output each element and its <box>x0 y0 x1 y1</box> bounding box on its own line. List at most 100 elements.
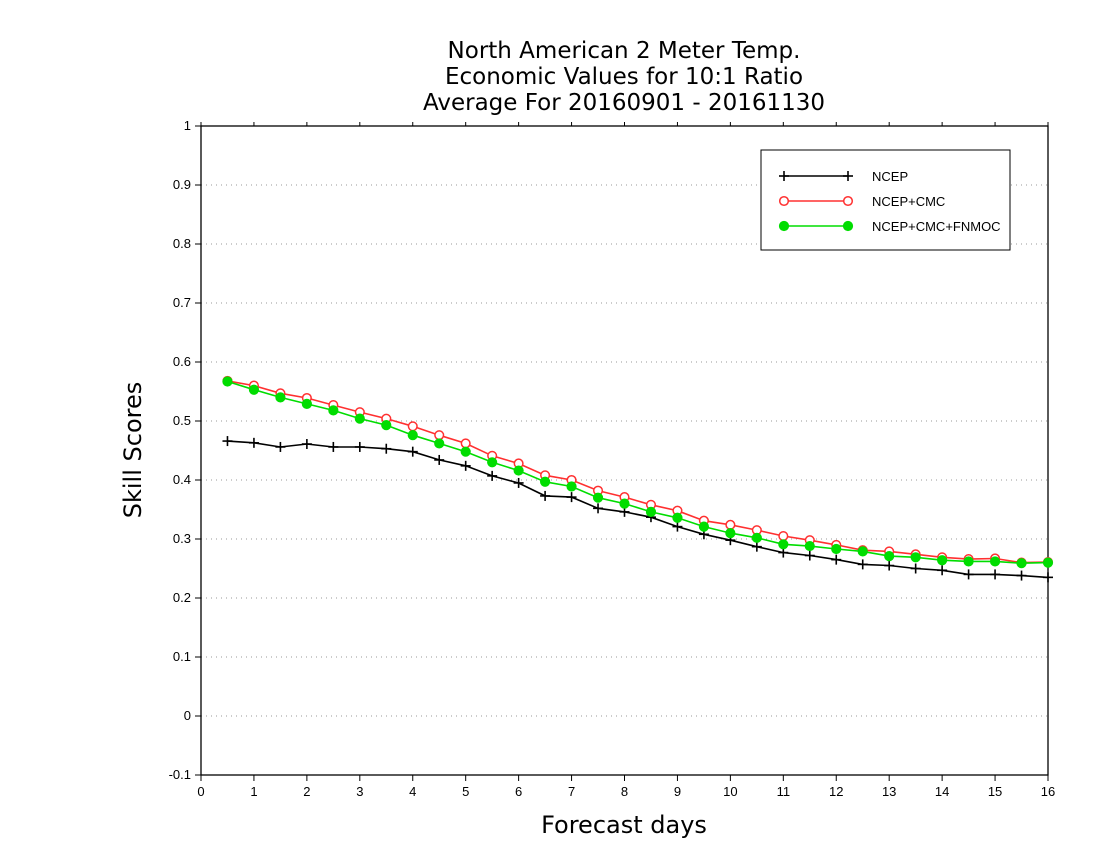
data-point <box>222 436 233 447</box>
data-point <box>354 413 365 424</box>
x-tick-label: 0 <box>197 784 204 799</box>
data-point <box>831 554 842 565</box>
data-point <box>566 481 577 492</box>
data-point <box>1016 558 1027 569</box>
y-tick-label: 0.4 <box>173 472 191 487</box>
x-tick-label: 1 <box>250 784 257 799</box>
series-ncep <box>222 436 1053 583</box>
y-tick-label: 0.1 <box>173 649 191 664</box>
x-tick-label: 3 <box>356 784 363 799</box>
data-point <box>275 392 286 403</box>
data-point <box>910 552 921 563</box>
x-tick-label: 13 <box>882 784 896 799</box>
data-point <box>487 457 498 468</box>
chart-title-line-2: Economic Values for 10:1 Ratio <box>445 64 803 90</box>
data-point <box>725 519 736 530</box>
data-point <box>672 512 683 523</box>
data-point <box>434 430 445 441</box>
x-tick-label: 6 <box>515 784 522 799</box>
x-tick-label: 4 <box>409 784 416 799</box>
data-point <box>301 398 312 409</box>
x-tick-label: 7 <box>568 784 575 799</box>
data-point <box>989 556 1001 567</box>
legend-entry: NCEP+CMC+FNMOC <box>778 219 1001 234</box>
data-point <box>328 405 339 416</box>
x-tick-label: 5 <box>462 784 469 799</box>
data-point <box>566 492 577 503</box>
data-point <box>1016 570 1027 581</box>
x-tick-label: 10 <box>723 784 737 799</box>
data-point <box>434 438 445 449</box>
data-point <box>460 460 471 471</box>
x-tick-label: 9 <box>674 784 681 799</box>
data-point <box>778 531 789 542</box>
data-point <box>963 569 974 580</box>
data-point <box>460 446 471 457</box>
series-ncep-cmc <box>222 375 1054 568</box>
x-tick-label: 11 <box>777 784 791 799</box>
data-point <box>539 476 551 487</box>
y-tick-label: 0.7 <box>173 295 191 310</box>
series-line <box>227 440 1049 579</box>
data-point <box>1043 572 1053 583</box>
data-point <box>672 521 683 532</box>
data-point <box>857 559 868 570</box>
y-tick-label: 0.2 <box>173 590 191 605</box>
data-point <box>275 441 286 452</box>
series-ncep-cmc-fnmoc <box>222 376 1054 569</box>
x-tick-label: 2 <box>303 784 310 799</box>
x-tick-label: 16 <box>1041 784 1055 799</box>
legend-box <box>760 149 1011 251</box>
data-point <box>301 439 312 450</box>
y-tick-label: 1 <box>184 118 191 133</box>
data-point <box>963 556 974 567</box>
data-point <box>937 555 948 566</box>
chart-title-line-1: North American 2 Meter Temp. <box>448 38 801 64</box>
x-tick-label: 15 <box>988 784 1002 799</box>
x-tick-label: 8 <box>621 784 628 799</box>
data-point <box>222 376 233 387</box>
data-point <box>328 441 339 452</box>
y-tick-label: 0.8 <box>173 236 191 251</box>
legend-marker <box>779 171 789 181</box>
y-tick-label: 0 <box>184 708 191 723</box>
data-point <box>698 521 710 532</box>
data-point <box>1042 557 1054 568</box>
data-point <box>407 446 418 457</box>
data-point <box>990 569 1001 580</box>
series-line <box>227 380 1049 564</box>
data-point <box>751 541 762 552</box>
chart-title-line-3: Average For 20160901 - 20161130 <box>423 90 825 116</box>
data-point <box>248 384 260 395</box>
legend-entry: NCEP <box>779 169 908 184</box>
data-point <box>725 528 736 539</box>
data-point <box>460 438 471 449</box>
data-point <box>513 477 524 488</box>
legend-marker <box>778 195 790 207</box>
axis-ticks: -0.100.10.20.30.40.50.60.70.80.910 1 2 3 4 5 6… <box>169 118 1056 799</box>
series-lines <box>222 375 1054 583</box>
data-point <box>804 540 815 552</box>
data-point <box>354 441 365 452</box>
legend-label: NCEP <box>872 169 908 184</box>
data-point <box>831 543 842 555</box>
x-tick-label: 12 <box>829 784 843 799</box>
legend-marker <box>778 220 790 232</box>
x-axis-label: Forecast days <box>541 811 707 839</box>
legend-marker <box>842 195 854 207</box>
data-point <box>407 430 418 441</box>
data-point <box>381 420 392 431</box>
data-point <box>540 490 551 501</box>
y-tick-label: 0.3 <box>173 531 191 546</box>
y-tick-label: 0.6 <box>173 354 191 369</box>
data-point <box>593 503 604 514</box>
data-point <box>434 454 445 465</box>
data-point <box>381 443 392 454</box>
data-point <box>937 565 948 576</box>
legend-label: NCEP+CMC <box>872 194 945 209</box>
data-point <box>857 546 868 557</box>
chart-title: North American 2 Meter Temp. Economic Va… <box>423 38 825 116</box>
legend-marker <box>843 171 853 181</box>
y-tick-label: -0.1 <box>169 767 191 782</box>
